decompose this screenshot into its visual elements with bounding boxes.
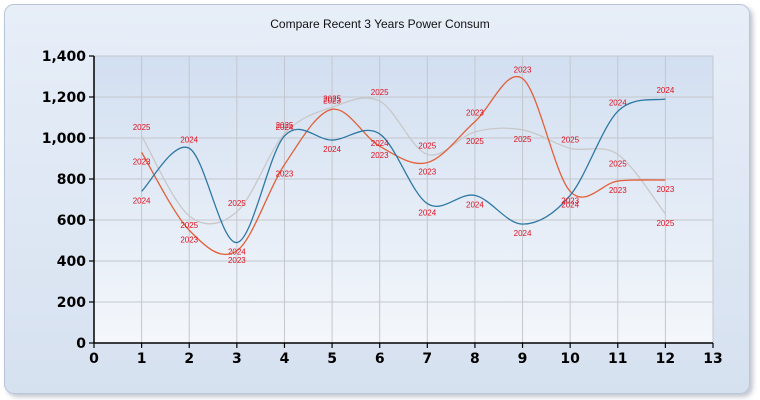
x-tick-label: 11 <box>608 351 627 367</box>
data-label: 2024 <box>609 98 627 107</box>
series-line-2023 <box>141 75 666 256</box>
data-label: 2024 <box>514 229 532 238</box>
data-label: 2024 <box>180 135 198 144</box>
chart-title: Compare Recent 3 Years Power Consum <box>270 17 490 31</box>
data-label: 2024 <box>323 145 341 154</box>
y-tick-label: 400 <box>57 254 86 270</box>
data-label: 2025 <box>228 199 246 208</box>
data-label: 2023 <box>656 185 674 194</box>
data-label: 2023 <box>561 196 579 205</box>
y-tick-label: 1,200 <box>42 90 87 106</box>
data-label: 2023 <box>276 170 294 179</box>
data-label: 2025 <box>418 141 436 150</box>
data-label: 2023 <box>514 66 532 75</box>
x-tick-label: 3 <box>232 351 242 367</box>
data-label: 2023 <box>371 151 389 160</box>
x-tick-label: 8 <box>470 351 480 367</box>
data-label: 2025 <box>609 159 627 168</box>
x-tick-label: 10 <box>560 351 580 367</box>
x-tick-label: 13 <box>703 351 722 367</box>
data-label: 2025 <box>371 88 389 97</box>
y-tick-label: 0 <box>76 336 86 352</box>
x-tick-label: 12 <box>656 351 675 367</box>
data-label: 2023 <box>180 235 198 244</box>
data-label: 2023 <box>323 96 341 105</box>
data-label: 2025 <box>466 137 484 146</box>
data-label: 2023 <box>418 168 436 177</box>
plot-area <box>94 56 713 343</box>
x-tick-label: 5 <box>327 351 337 367</box>
x-tick-label: 0 <box>89 351 99 367</box>
x-tick-label: 2 <box>184 351 194 367</box>
x-tick-label: 1 <box>137 351 147 367</box>
data-label: 2024 <box>656 86 674 95</box>
data-label: 2025 <box>133 123 151 132</box>
data-label: 2025 <box>514 135 532 144</box>
data-label: 2024 <box>561 200 579 209</box>
y-tick-label: 1,000 <box>42 131 87 147</box>
data-label: 2023 <box>609 186 627 195</box>
data-label: 2024 <box>371 139 389 148</box>
x-tick-label: 9 <box>518 351 528 367</box>
y-tick-label: 600 <box>57 213 86 229</box>
series-line-2025 <box>141 97 666 225</box>
data-label: 2025 <box>276 121 294 130</box>
data-label: 2025 <box>180 221 198 230</box>
x-tick-label: 7 <box>422 351 432 367</box>
x-tick-label: 4 <box>280 351 290 367</box>
y-tick-label: 200 <box>57 295 86 311</box>
data-label: 2025 <box>656 219 674 228</box>
y-tick-label: 1,400 <box>42 49 87 65</box>
series-line-2024 <box>141 98 666 244</box>
data-label: 2025 <box>561 135 579 144</box>
data-label: 2024 <box>418 209 436 218</box>
data-label: 2024 <box>276 123 294 132</box>
data-label: 2024 <box>466 200 484 209</box>
x-tick-label: 6 <box>375 351 385 367</box>
data-label: 2024 <box>133 196 151 205</box>
data-label: 2023 <box>466 109 484 118</box>
data-label: 2023 <box>228 256 246 265</box>
y-tick-label: 800 <box>57 172 86 188</box>
data-label: 2023 <box>133 157 151 166</box>
data-label: 2024 <box>228 248 246 257</box>
data-label: 2025 <box>323 94 341 103</box>
